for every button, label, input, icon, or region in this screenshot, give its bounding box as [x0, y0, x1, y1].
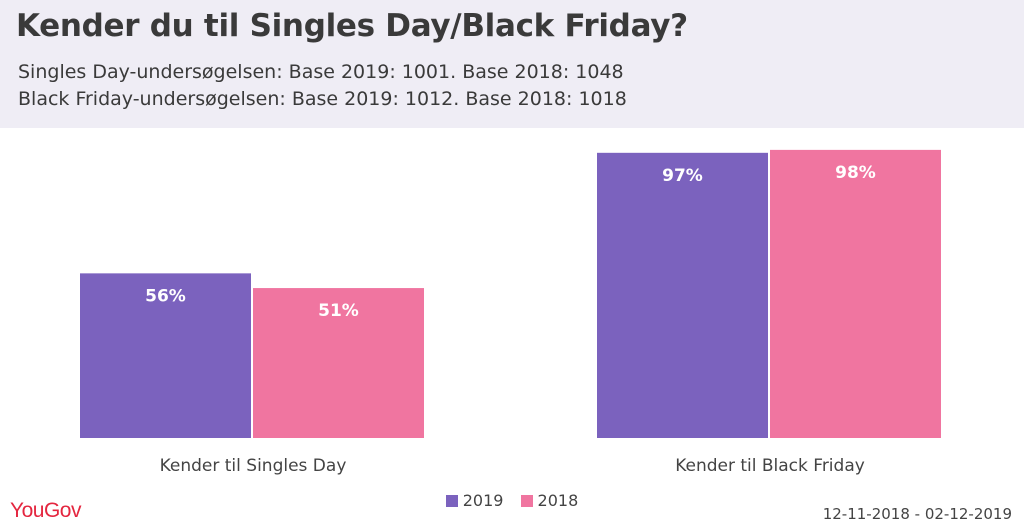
chart-legend: 2019 2018: [0, 491, 1024, 510]
legend-swatch-2019: [445, 495, 458, 507]
legend-swatch-2018: [520, 495, 533, 507]
legend-label-2018: 2018: [537, 491, 579, 510]
chart-subtitle-singles-day: Singles Day-undersøgelsen: Base 2019: 10…: [18, 61, 624, 83]
chart-title: Kender du til Singles Day/Black Friday?: [16, 8, 688, 44]
legend-label-2019: 2019: [462, 491, 504, 510]
bar-2018-black-friday: [770, 149, 941, 438]
data-label-2018-singles-day: 51%: [318, 301, 359, 321]
data-label-2019-singles-day: 56%: [145, 286, 186, 306]
data-label-2019-black-friday: 97%: [662, 166, 703, 186]
data-label-2018-black-friday: 98%: [835, 163, 876, 183]
chart-header: Kender du til Singles Day/Black Friday? …: [0, 0, 1024, 128]
bar-2019-black-friday: [597, 152, 768, 438]
chart-subtitle-black-friday: Black Friday-undersøgelsen: Base 2019: 1…: [18, 88, 627, 110]
category-label-black-friday: Kender til Black Friday: [675, 456, 865, 476]
date-range: 12-11-2018 - 02-12-2019: [822, 505, 1012, 523]
legend-item-2018: 2018: [520, 491, 579, 510]
bar-chart: 56% 51% Kender til Singles Day 97% 98% Kender…: [80, 149, 941, 476]
bar-2018-singles-day: [253, 288, 424, 438]
category-label-singles-day: Kender til Singles Day: [160, 456, 347, 476]
bar-2019-singles-day: [80, 273, 251, 438]
legend-item-2019: 2019: [445, 491, 504, 510]
yougov-logo: YouGov: [10, 499, 81, 522]
